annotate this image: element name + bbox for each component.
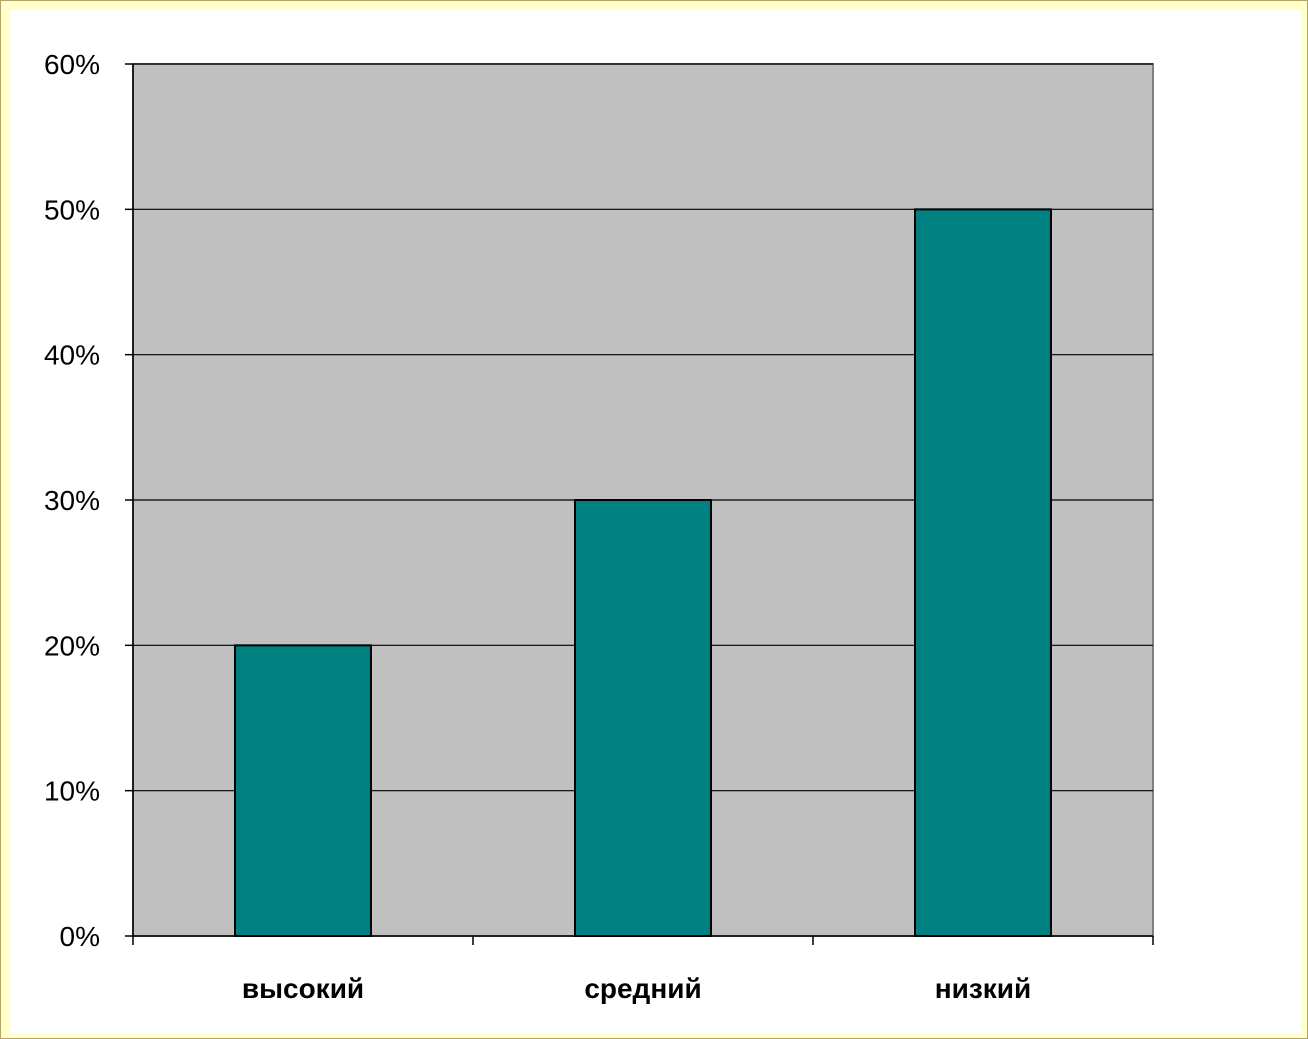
x-axis-ticks: высокий средний низкий [132,936,1154,1004]
bars [234,208,1052,938]
y-tick-label: 60% [44,49,100,80]
y-tick-label: 10% [44,776,100,807]
bar-высокий [234,644,372,937]
y-tick-label: 20% [44,630,100,661]
bar-средний [574,499,712,937]
y-tick-label: 40% [44,340,100,371]
y-tick-label: 30% [44,485,100,516]
x-tick-label: средний [584,973,701,1004]
bar-низкий [914,208,1052,938]
y-axis-ticks: 0% 10% 20% 30% 40% 50% 60% [44,49,133,952]
y-tick-label: 0% [60,921,100,952]
y-tick-label: 50% [44,194,100,225]
x-tick-label: низкий [935,973,1031,1004]
x-tick-label: высокий [242,973,364,1004]
